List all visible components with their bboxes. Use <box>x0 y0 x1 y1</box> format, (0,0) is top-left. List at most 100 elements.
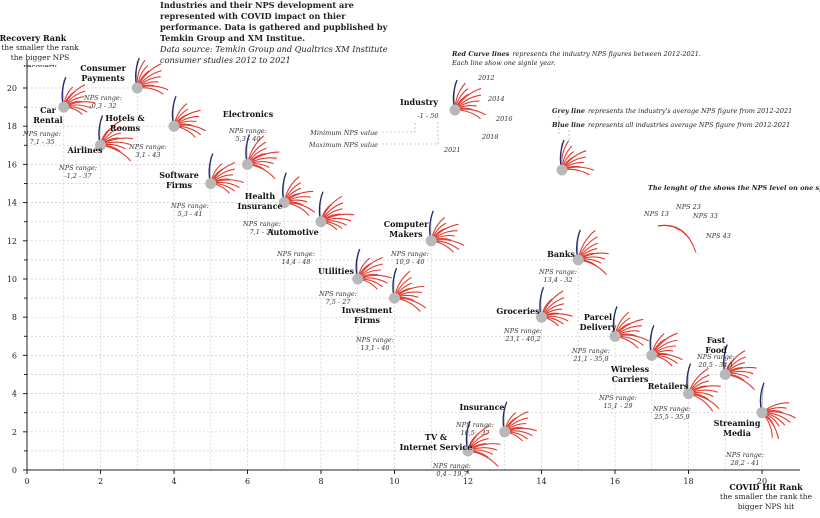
industry-mark-health-insurance: Health Insurance NPS range:7,1 - 31 <box>237 172 316 236</box>
legend-year-2018: 2018 <box>481 133 499 141</box>
x-tick-label: 0 <box>24 477 29 486</box>
x-axis-subtitle: the smaller the rank the bigger NPS hit <box>719 492 813 511</box>
legend-grey-bold: Grey line <box>552 107 585 115</box>
legend-nps-43: NPS 43 <box>705 232 731 240</box>
nps-range-value: 0,4 - 19,7 <box>436 470 468 478</box>
legend-length-curve <box>657 224 697 253</box>
industry-center-dot <box>205 178 217 189</box>
legend-nps-33: NPS 33 <box>692 212 718 220</box>
industry-mark-computer-makers: Computer Makers NPS range:10,9 - 40 <box>384 210 465 266</box>
x-tick-label: 16 <box>610 477 620 486</box>
industry-label: Computer Makers <box>384 219 429 239</box>
nps-range-value: 25,5 - 35,9 <box>653 413 689 421</box>
industry-center-dot <box>683 388 694 400</box>
chart-source: Data source: Temkin Group and Qualtrics … <box>160 44 388 65</box>
industry-label: Utilities <box>318 266 355 276</box>
industry-center-dot <box>449 104 461 116</box>
industry-center-dot <box>278 197 290 209</box>
legend-year-2012: 2012 <box>477 74 495 82</box>
nps-range-prefix: NPS range: <box>318 290 357 298</box>
legend-red-sub: Each line show one signle year. <box>451 59 555 67</box>
x-tick-label: 14 <box>536 477 546 486</box>
nps-range-prefix: NPS range: <box>22 130 61 138</box>
nps-range-value: 13,1 - 40 <box>360 344 389 352</box>
nps-range-prefix: NPS range: <box>58 164 97 172</box>
industry-label: Fast Food <box>705 335 727 355</box>
x-tick-label: 20 <box>757 477 767 486</box>
industry-mark-consumer-payments: Consumer Payments NPS range:-0,3 - 32 <box>80 57 169 110</box>
industry-mark-software-firms: Software Firms NPS range:5,3 - 41 <box>159 153 244 218</box>
nps-range-value: -1,2 - 37 <box>64 172 92 180</box>
y-tick-label: 10 <box>7 275 17 284</box>
nps-range-value: 7,1 - 31 <box>250 228 275 236</box>
nps-range-prefix: NPS range: <box>503 327 542 335</box>
legend-blue-text: represents all industries average NPS fi… <box>588 121 790 129</box>
industry-label: Hotels & Rooms <box>105 113 145 133</box>
nps-range-value: -0,3 - 32 <box>89 102 116 110</box>
legend-max-leader <box>382 121 439 145</box>
legend-blue-bold: Blue line <box>551 121 585 129</box>
nps-range-prefix: NPS range: <box>598 394 637 402</box>
legend-red-bold: Red Curve lines <box>451 50 510 58</box>
industry-mark-utilities: Utilities NPS range:7,5 - 27 <box>318 248 392 306</box>
y-tick-label: 4 <box>12 390 17 399</box>
industry-mark-hotels-and-rooms: Hotels & Rooms NPS range:3,1 - 43 <box>105 95 206 159</box>
industry-center-dot <box>242 158 253 170</box>
industry-mark-electronics: Electronics NPS range:5,3 - 40 <box>223 109 280 180</box>
legend-grey-text: represents the industry's average NPS fi… <box>588 107 792 115</box>
industry-center-dot <box>131 82 143 94</box>
tick-labels: 0 2 4 6 8 10 12 14 16 18 20 0 2 4 6 8 10 12 14 16 18 20 <box>7 84 767 486</box>
industry-label: Car Rental <box>33 105 62 125</box>
legend-max-label: Maximum NPS value <box>308 141 378 149</box>
nps-range-prefix: NPS range: <box>228 127 267 135</box>
industry-center-dot <box>315 216 327 228</box>
industry-center-dot <box>425 235 437 247</box>
industry-center-dot <box>352 273 364 285</box>
industry-center-dot <box>536 311 547 323</box>
y-tick-label: 2 <box>12 428 17 437</box>
legend-year-2014: 2014 <box>487 95 505 103</box>
legend-example: Industry -1 - 50 Minimum NPS value Maxim… <box>308 74 513 154</box>
nps-range-prefix: NPS range: <box>390 250 429 258</box>
industry-label: Electronics <box>223 109 274 119</box>
industry-label: Parcel Delivery <box>580 312 617 332</box>
industry-label: TV & Internet Service <box>400 432 473 452</box>
legend-length-leader <box>691 242 698 247</box>
industry-mark-automotive: Automotive NPS range:14,4 - 48 <box>266 191 355 266</box>
industry-mark-groceries: Groceries NPS range:23,1 - 40,2 <box>496 286 573 343</box>
industry-label: Insurance <box>459 402 504 412</box>
x-tick-label: 10 <box>389 477 399 486</box>
industry-label: Wireless Carriers <box>610 364 650 384</box>
y-axis-title: Recovery Rank <box>0 33 67 43</box>
x-tick-label: 2 <box>98 477 103 486</box>
industry-label: Consumer Payments <box>80 63 126 83</box>
y-axis-subtitle: the smaller the rank the bigger NPS reco… <box>1 43 79 67</box>
industry-center-dot <box>572 254 584 266</box>
nps-range-prefix: NPS range: <box>355 336 394 344</box>
industry-mark-wireless-carriers: Wireless Carriers NPS range:15,1 - 29 <box>598 325 683 410</box>
chart-title: Industries and their NPS development are… <box>160 0 388 43</box>
nps-range-prefix: NPS range: <box>652 405 691 413</box>
legend-example-fan <box>449 79 486 120</box>
nps-range-value: 28,2 - 41 <box>729 459 759 467</box>
y-axis-subtitle-box: the smaller the rank the bigger NPS reco… <box>1 43 79 67</box>
industry-mark-airlines: Airlines NPS range:-1,2 - 37 <box>58 115 133 180</box>
industry-label: Banks <box>547 249 575 259</box>
nps-range-value: 10,5 - 37 <box>460 429 490 437</box>
nps-range-value: 3,1 - 43 <box>136 151 161 159</box>
legend-length-text: The lenght of the shows the NPS level on… <box>648 184 820 192</box>
legend-length-fan <box>657 224 701 256</box>
industry-mark-investment-firms: Investment Firms NPS range:13,1 - 40 <box>342 267 427 352</box>
legend-nps-13: NPS 13 <box>643 210 669 218</box>
nps-range-value: 10,9 - 40 <box>395 258 424 266</box>
industry-center-dot <box>389 292 400 304</box>
nps-range-prefix: NPS range: <box>538 268 577 276</box>
legend-min-leader <box>382 121 416 133</box>
industry-center-dot <box>95 139 106 151</box>
axes <box>26 60 800 471</box>
nps-range-value: 5,3 - 41 <box>178 210 203 218</box>
nps-range-prefix: NPS range: <box>83 94 122 102</box>
legend-grey-blue-fan <box>556 139 595 176</box>
